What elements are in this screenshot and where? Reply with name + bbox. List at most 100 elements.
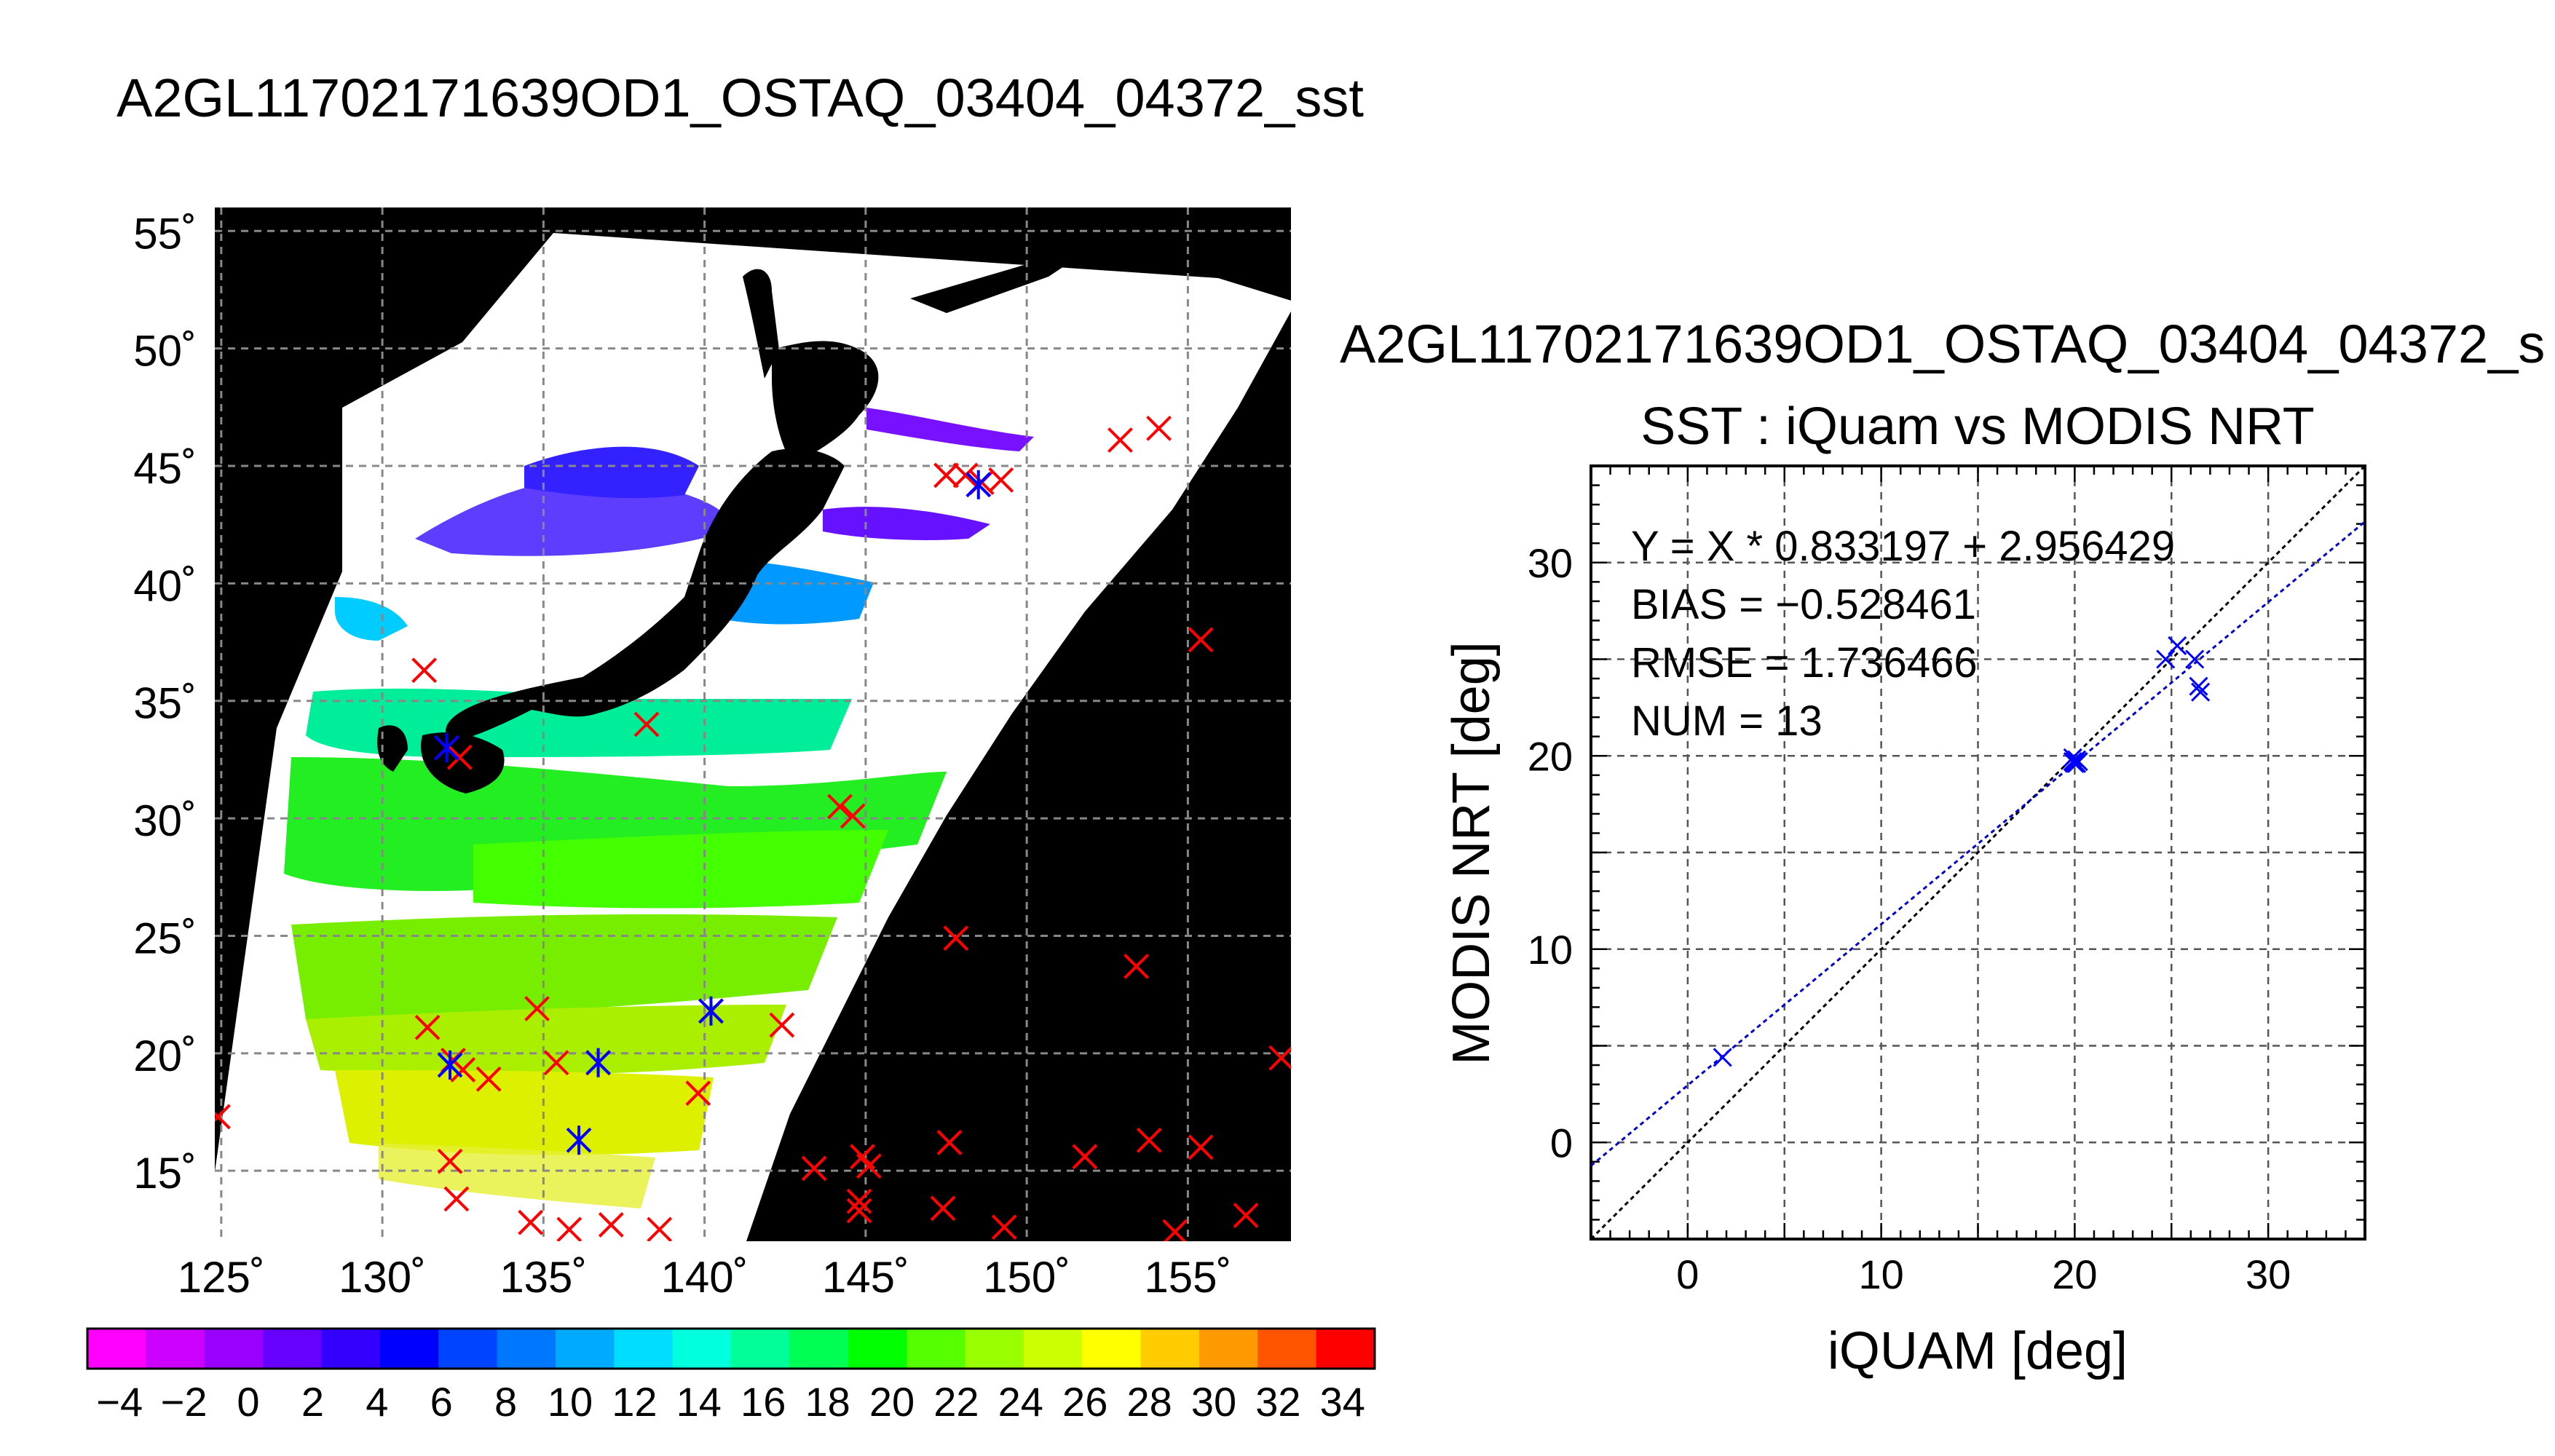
map-lat-tick-label: 35˚: [133, 679, 197, 728]
scatter-y-axis-label: MODIS NRT [deg]: [1442, 641, 1501, 1065]
map-marker-red: [518, 1209, 544, 1235]
map-markers: [215, 415, 1291, 1241]
colorbar-tick-label: 4: [366, 1379, 388, 1425]
scatter-point: [2156, 649, 2176, 669]
longitude-tick-labels: 125˚ 130˚ 135˚ 140˚ 145˚ 150˚ 155˚: [178, 1253, 1232, 1302]
colorbar-segment: [87, 1329, 146, 1369]
colorbar-tick-label: 10: [548, 1379, 593, 1425]
colorbar-segment: [263, 1329, 322, 1369]
colorbar-segment: [907, 1329, 965, 1369]
map-lon-tick-label: 150˚: [983, 1253, 1070, 1302]
scatter-annotations: Y = X * 0.833197 + 2.956429 BIAS = −0.528…: [1631, 523, 2175, 745]
scatter-point: [2189, 676, 2208, 696]
map-marker-red: [1124, 953, 1150, 979]
colorbar-tick-labels: −4 −2 0 2 4 6 8 10 12 14 16 18 20 22 24 26 28 30 32 34: [96, 1379, 1365, 1425]
map-marker-red: [846, 1198, 872, 1224]
scatter-point: [2063, 748, 2082, 767]
colorbar-segment: [1140, 1329, 1200, 1369]
colorbar-segment: [146, 1329, 205, 1369]
map-marker-red: [930, 1195, 956, 1222]
colorbar-segment: [965, 1329, 1024, 1369]
colorbar-frame: [86, 1327, 1376, 1370]
colorbar-tick-label: 2: [301, 1379, 324, 1425]
colorbar-segment: [848, 1329, 907, 1369]
colorbar-segment: [614, 1329, 674, 1369]
map-lat-tick-label: 20˚: [133, 1032, 197, 1080]
map-marker-red: [543, 1050, 569, 1076]
scatter-annotation: BIAS = −0.528461: [1631, 581, 1976, 628]
map-lat-tick-label: 50˚: [133, 327, 197, 376]
map-marker-red: [943, 925, 969, 951]
sst-patches: [284, 408, 1034, 1208]
map-marker-red: [633, 711, 660, 737]
scatter-y-tick-labels: 0 10 20 30: [1528, 540, 1573, 1166]
map-marker-red: [933, 462, 959, 488]
latitude-tick-labels: 55˚ 50˚ 45˚ 40˚ 35˚ 30˚ 25˚ 20˚ 15˚: [133, 209, 197, 1198]
scatter-point: [2065, 752, 2085, 772]
map-marker-red: [936, 1130, 963, 1155]
colorbar-segment: [204, 1329, 264, 1369]
scatter-y-tick-label: 10: [1528, 927, 1573, 973]
sst-colorbar: [86, 1327, 1376, 1370]
colorbar-tick-label: 28: [1126, 1379, 1172, 1425]
colorbar-segment: [438, 1329, 498, 1369]
map-marker-red: [647, 1216, 673, 1241]
scatter-x-tick-label: 30: [2246, 1251, 2291, 1297]
scatter-point: [2185, 649, 2205, 669]
map-lat-tick-label: 25˚: [133, 914, 197, 962]
map-marker-red: [411, 657, 438, 684]
scatter-y-tick-label: 20: [1528, 733, 1573, 779]
map-marker-red: [952, 462, 979, 488]
scatter-point: [2168, 636, 2187, 655]
scatter-lines: [1591, 466, 2365, 1239]
map-marker-red: [1163, 1219, 1188, 1241]
colorbar-tick-label: 18: [805, 1379, 850, 1425]
map-lon-tick-label: 155˚: [1144, 1253, 1231, 1302]
colorbar-tick-label: 14: [676, 1379, 722, 1425]
scatter-annotation: NUM = 13: [1631, 697, 1823, 745]
colorbar-segment: [321, 1329, 381, 1369]
colorbar-segment: [555, 1329, 615, 1369]
scatter-title: SST : iQuam vs MODIS NRT: [1640, 397, 2315, 456]
map-marker-red: [443, 1186, 470, 1212]
colorbar-tick-label: 22: [933, 1379, 979, 1425]
colorbar-segment: [731, 1329, 790, 1369]
colorbar-tick-label: 34: [1320, 1379, 1365, 1425]
sst-map: 55˚ 50˚ 45˚ 40˚ 35˚ 30˚ 25˚ 20˚ 15˚ 125˚ 130˚ 135˚…: [86, 207, 1376, 1425]
colorbar-tick-label: 12: [612, 1379, 657, 1425]
map-swath: [215, 207, 1291, 1241]
map-lat-tick-label: 55˚: [133, 209, 197, 258]
colorbar-tick-label: 24: [998, 1379, 1043, 1425]
map-lon-tick-label: 125˚: [178, 1253, 265, 1302]
colorbar-tick-label: 30: [1191, 1379, 1236, 1425]
scatter-plot: SST : iQuam vs MODIS NRT Y = X * 0.83319…: [1442, 397, 2366, 1380]
scatter-minor-ticks: [1590, 464, 2366, 1241]
map-marker-red: [685, 1080, 711, 1107]
map-marker-red: [1136, 1127, 1162, 1153]
colorbar-segment: [1082, 1329, 1142, 1369]
colorbar-segment: [379, 1329, 439, 1369]
map-lon-tick-label: 140˚: [661, 1253, 749, 1302]
map-lat-tick-label: 40˚: [133, 561, 197, 610]
scatter-x-tick-label: 0: [1676, 1251, 1699, 1297]
scatter-annotation: RMSE = 1.736466: [1631, 639, 1978, 687]
scatter-x-tick-labels: 0 10 20 30: [1676, 1251, 2291, 1297]
map-lat-tick-label: 45˚: [133, 444, 197, 493]
map-lat-tick-label: 15˚: [133, 1149, 197, 1198]
identity-line: [1591, 466, 2365, 1239]
map-marker-red: [846, 1188, 872, 1214]
map-marker-red: [524, 996, 550, 1021]
map-marker-red: [988, 467, 1014, 493]
scatter-point: [2065, 753, 2085, 773]
map-lon-tick-label: 130˚: [339, 1253, 426, 1302]
map-marker-red: [446, 744, 473, 770]
scatter-x-tick-label: 10: [1858, 1251, 1903, 1297]
map-marker-red: [1233, 1203, 1259, 1228]
land-masses: [377, 248, 1092, 794]
map-marker-red: [450, 1056, 476, 1083]
colorbar-tick-label: −4: [96, 1379, 143, 1425]
scatter-x-tick-label: 20: [2052, 1251, 2097, 1297]
colorbar-tick-label: 20: [869, 1379, 915, 1425]
map-marker-red: [1188, 627, 1214, 653]
map-marker-red: [840, 803, 866, 829]
